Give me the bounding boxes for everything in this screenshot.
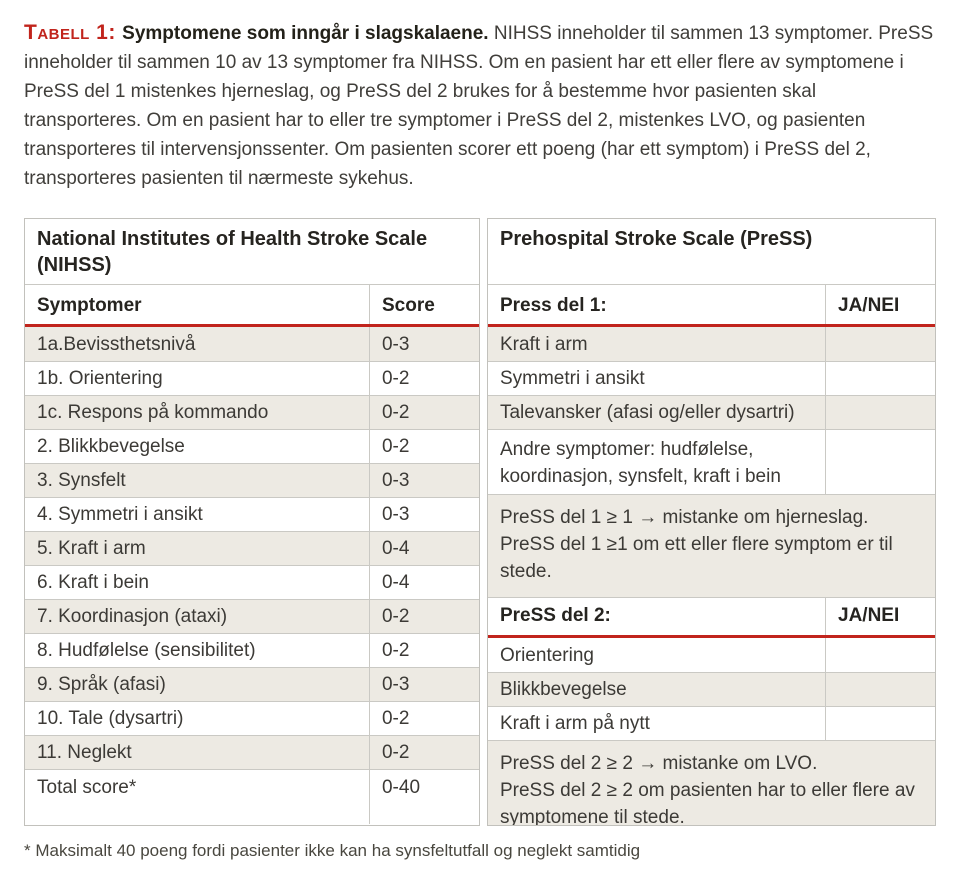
table-row: Symmetri i ansikt — [487, 361, 935, 395]
table-row: Kraft i arm på nytt — [487, 706, 935, 740]
ja-nei-cell-empty — [825, 327, 935, 361]
total-score-value: 0-40 — [368, 770, 479, 824]
score-value: 0-2 — [368, 430, 479, 463]
table-row: Andre symptomer: hudfølelse, koordinasjo… — [487, 429, 935, 494]
nihss-column-header-row: Symptomer Score — [25, 284, 479, 327]
symptom-label: Orientering — [499, 644, 594, 666]
nihss-table: National Institutes of Health Stroke Sca… — [24, 218, 480, 826]
table-row: Talevansker (afasi og/eller dysartri) — [487, 395, 935, 429]
symptom-label: 5. Kraft i arm — [37, 538, 146, 559]
score-value: 0-2 — [368, 702, 479, 735]
table-row: 11. Neglekt 0-2 — [25, 735, 479, 769]
table-row: 9. Språk (afasi) 0-3 — [25, 667, 479, 701]
ja-nei-cell-empty — [825, 396, 935, 429]
score-value: 0-3 — [368, 668, 479, 701]
symptom-label: 3. Synsfelt — [37, 470, 126, 491]
table-row: Blikkbevegelse — [487, 672, 935, 706]
symptom-label: 1b. Orientering — [37, 368, 163, 389]
nihss-col-score: Score — [368, 285, 479, 324]
footnote: * Maksimalt 40 poeng fordi pasienter ikk… — [24, 841, 641, 860]
table-row: Kraft i arm — [487, 327, 935, 361]
symptom-label: 1a.Bevissthetsnivå — [37, 333, 196, 355]
ja-nei-cell-empty — [825, 673, 935, 706]
table-caption-label: Tabell 1: — [24, 21, 123, 44]
table-row: 10. Tale (dysartri) 0-2 — [25, 701, 479, 735]
nihss-table-title: National Institutes of Health Stroke Sca… — [37, 228, 428, 276]
symptom-label: 4. Symmetri i ansikt — [37, 504, 203, 525]
symptom-label: Andre symptomer: hudfølelse, koordinasjo… — [499, 439, 781, 487]
symptom-label: 8. Hudfølelse (sensibilitet) — [37, 640, 256, 661]
press-part1-note: PreSS del 1 ≥ 1 → mistanke om hjerneslag… — [488, 495, 935, 597]
press-title-row: Prehospital Stroke Scale (PreSS) — [488, 219, 935, 284]
score-value: 0-2 — [368, 736, 479, 769]
note-line: PreSS del 2 ≥ 2 → mistanke om LVO. — [499, 753, 818, 774]
total-score-row: Total score* 0-40 — [25, 769, 479, 824]
nihss-col-symptomer: Symptomer — [37, 295, 142, 316]
table-row: 2. Blikkbevegelse 0-2 — [25, 429, 479, 463]
press-part2-janei-header: JA/NEI — [825, 598, 935, 635]
press-table-title: Prehospital Stroke Scale (PreSS) — [499, 228, 813, 250]
symptom-label: 10. Tale (dysartri) — [37, 708, 184, 729]
symptom-label: 7. Koordinasjon (ataxi) — [37, 606, 228, 627]
symptom-label: Talevansker (afasi og/eller dysartri) — [499, 402, 795, 423]
press-part2-note-row: PreSS del 2 ≥ 2 → mistanke om LVO. PreSS… — [487, 740, 935, 825]
press-part1-note-row: PreSS del 1 ≥ 1 → mistanke om hjerneslag… — [487, 494, 935, 597]
total-score-label: Total score* — [37, 777, 137, 798]
press-part2-header-row: PreSS del 2: JA/NEI — [487, 597, 935, 638]
ja-nei-cell-empty — [825, 707, 935, 740]
score-value: 0-2 — [368, 362, 479, 395]
intro-paragraph: Tabell 1: Symptomene som inngår i slagsk… — [24, 18, 936, 193]
press-part1-janei-header: JA/NEI — [825, 285, 935, 324]
symptom-label: Blikkbevegelse — [499, 679, 627, 700]
press-part1-header: Press del 1: — [499, 295, 607, 316]
table-row: 1c. Respons på kommando 0-2 — [25, 395, 479, 429]
symptom-label: 11. Neglekt — [37, 742, 132, 763]
intro-body-text: NIHSS inneholder til sammen 13 symptomer… — [24, 23, 934, 189]
symptom-label: Kraft i arm på nytt — [499, 713, 650, 734]
note-line: PreSS del 1 ≥1 om ett eller flere sympto… — [499, 534, 893, 582]
nihss-title-row: National Institutes of Health Stroke Sca… — [25, 219, 479, 284]
table-row: 1a.Bevissthetsnivå 0-3 — [25, 327, 479, 361]
table-row: 8. Hudfølelse (sensibilitet) 0-2 — [25, 633, 479, 667]
table-row: 6. Kraft i bein 0-4 — [25, 565, 479, 599]
score-value: 0-3 — [368, 327, 479, 361]
press-table: Prehospital Stroke Scale (PreSS) Press d… — [486, 218, 936, 826]
press-part2-header: PreSS del 2: — [499, 605, 611, 626]
score-value: 0-4 — [368, 532, 479, 565]
symptom-label: 6. Kraft i bein — [37, 572, 149, 593]
ja-nei-cell-empty — [825, 638, 935, 672]
table-row: 3. Synsfelt 0-3 — [25, 463, 479, 497]
score-value: 0-2 — [368, 634, 479, 667]
note-line: PreSS del 1 ≥ 1 → mistanke om hjerneslag… — [499, 507, 869, 528]
table-row: 4. Symmetri i ansikt 0-3 — [25, 497, 479, 531]
press-part1-header-row: Press del 1: JA/NEI — [487, 284, 935, 327]
symptom-label: Symmetri i ansikt — [499, 368, 645, 389]
ja-nei-cell-empty — [825, 362, 935, 395]
tables-container: National Institutes of Health Stroke Sca… — [24, 218, 936, 826]
press-part2-note: PreSS del 2 ≥ 2 → mistanke om LVO. PreSS… — [488, 741, 935, 825]
symptom-label: 9. Språk (afasi) — [37, 674, 166, 695]
table-row: 5. Kraft i arm 0-4 — [25, 531, 479, 565]
score-value: 0-3 — [368, 498, 479, 531]
ja-nei-cell-empty — [825, 430, 935, 494]
score-value: 0-4 — [368, 566, 479, 599]
score-value: 0-2 — [368, 396, 479, 429]
symptom-label: 1c. Respons på kommando — [37, 402, 269, 423]
table-row: 1b. Orientering 0-2 — [25, 361, 479, 395]
intro-lead-sentence: Symptomene som inngår i slagskalaene. — [122, 23, 489, 44]
table-row: 7. Koordinasjon (ataxi) 0-2 — [25, 599, 479, 633]
symptom-label: Kraft i arm — [499, 333, 588, 355]
table-row: Orientering — [488, 638, 935, 672]
score-value: 0-2 — [368, 600, 479, 633]
symptom-label: 2. Blikkbevegelse — [37, 436, 185, 457]
note-line: PreSS del 2 ≥ 2 om pasienten har to elle… — [499, 780, 915, 825]
score-value: 0-3 — [368, 464, 479, 497]
